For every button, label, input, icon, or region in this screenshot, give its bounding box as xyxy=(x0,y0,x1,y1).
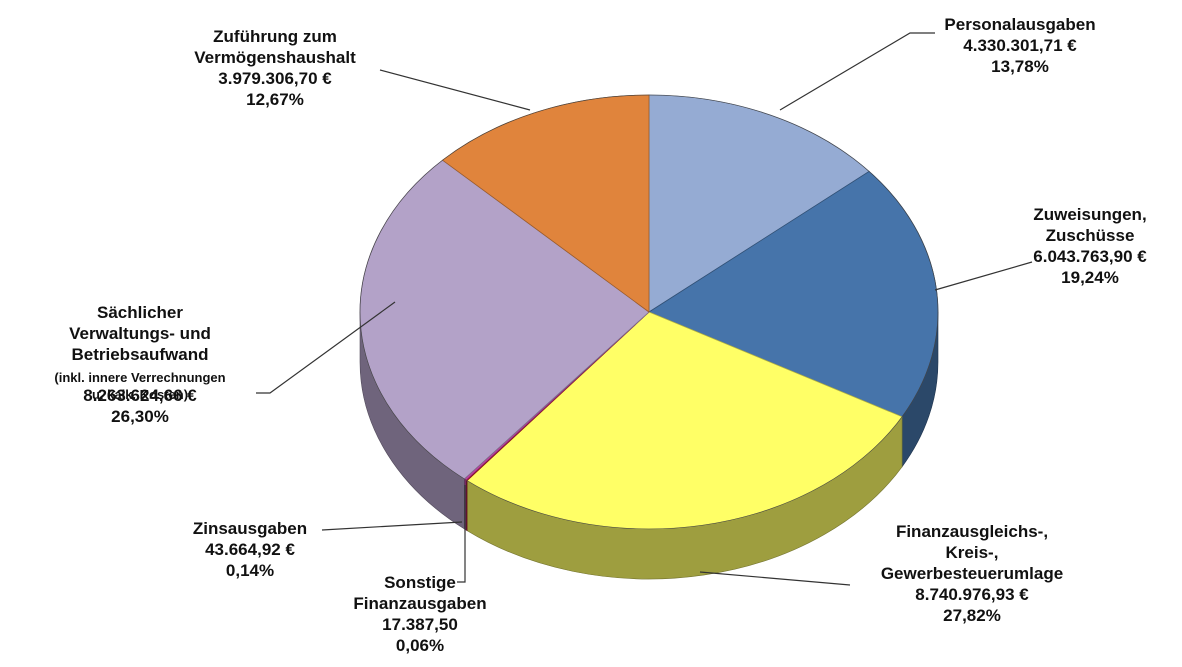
value-label: 43.664,92 € xyxy=(205,540,295,559)
slice-label: Sächlicher Verwaltungs- und Betriebsaufwan… xyxy=(69,303,211,364)
value-label: 8.263.624,66 € xyxy=(83,386,197,405)
leader-line xyxy=(699,571,851,586)
label-line: Gewerbesteuerumlage xyxy=(881,564,1063,583)
value-label: 4.330.301,71 € xyxy=(963,36,1077,55)
percent-label: 12,67% xyxy=(246,90,304,109)
leader-line xyxy=(379,69,531,111)
slice-label: Sonstige Finanzausgaben xyxy=(353,573,486,613)
label-line: Zuschüsse xyxy=(1046,226,1135,245)
percent-label: 13,78% xyxy=(991,57,1049,76)
label-line: Sonstige xyxy=(384,573,456,592)
percent-label: 26,30% xyxy=(111,407,169,426)
note-line: (inkl. innere Verrechnungen xyxy=(54,370,225,385)
note-line: u. kalk. Kosten) xyxy=(92,387,188,402)
leader-line xyxy=(457,485,466,583)
percent-label: 0,14% xyxy=(226,561,274,580)
pie-rim xyxy=(359,94,939,530)
slice-label: Zuweisungen, Zuschüsse xyxy=(1033,205,1146,245)
value-label: 3.979.306,70 € xyxy=(218,69,332,88)
value-label: 17.387,50 xyxy=(382,615,458,634)
slice-label: Zuführung zum Vermögenshaushalt xyxy=(194,27,356,67)
slice-note: (inkl. innere Verrechnungen u. kalk. Kost… xyxy=(54,370,225,402)
value-label: 6.043.763,90 € xyxy=(1033,247,1147,266)
label-line: Sächlicher xyxy=(97,303,183,322)
percent-label: 19,24% xyxy=(1061,268,1119,287)
label-line: Verwaltungs- und xyxy=(69,324,211,343)
label-line: Finanzausgaben xyxy=(353,594,486,613)
slice-label: Finanzausgleichs-, Kreis-, Gewerbesteuerum… xyxy=(881,522,1063,583)
label-line: Vermögenshaushalt xyxy=(194,48,356,67)
leader-line xyxy=(934,261,1033,291)
value-label: 8.740.976,93 € xyxy=(915,585,1029,604)
leader-line xyxy=(321,521,463,531)
label-line: Finanzausgleichs-, xyxy=(896,522,1048,541)
label-line: Betriebsaufwand xyxy=(72,345,209,364)
pie-tops xyxy=(359,94,939,530)
percent-label: 27,82% xyxy=(943,606,1001,625)
leader-line xyxy=(779,32,935,111)
label-line: Kreis-, xyxy=(946,543,999,562)
leader-line xyxy=(256,301,396,394)
label-line: Personalausgaben xyxy=(944,15,1095,34)
slice-label: Zinsausgaben xyxy=(193,519,307,538)
slice-label: Personalausgaben xyxy=(944,15,1095,34)
label-line: Zinsausgaben xyxy=(193,519,307,538)
percent-label: 0,06% xyxy=(396,636,444,655)
label-line: Zuführung zum xyxy=(213,27,337,46)
label-line: Zuweisungen, xyxy=(1033,205,1146,224)
